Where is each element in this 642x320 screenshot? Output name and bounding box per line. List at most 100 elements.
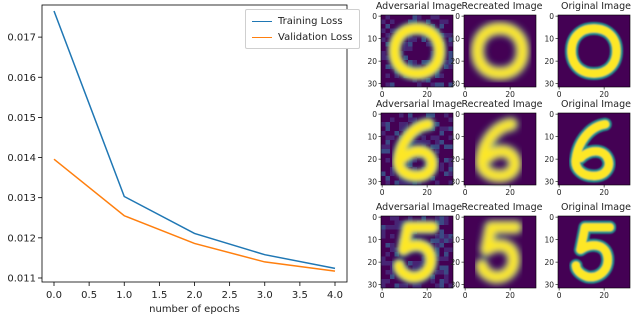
noise-pixel (430, 238, 435, 243)
noise-pixel (444, 19, 449, 24)
image-frame (463, 14, 537, 88)
noise-pixel (448, 283, 453, 288)
noise-pixel (408, 261, 413, 266)
y-tick-label: 30 (450, 177, 460, 186)
y-tick-label: 0 (549, 13, 554, 21)
noise-pixel (444, 238, 449, 243)
digit-stroke (393, 119, 437, 181)
noise-pixel (381, 171, 386, 176)
noise-pixel (421, 60, 426, 65)
noise-pixel (421, 216, 426, 221)
y-tick-label: 30 (544, 177, 554, 186)
noise-pixel (394, 131, 399, 136)
y-tick-label: 20 (544, 155, 554, 164)
y-tick-label: 20 (544, 57, 554, 66)
x-tick-label: 20 (599, 291, 609, 300)
image-frame (557, 215, 631, 289)
panel-title: Adversarial Image (375, 202, 463, 213)
noise-pixel (430, 82, 435, 87)
noise-pixel (390, 167, 395, 172)
noise-pixel (381, 37, 386, 42)
noise-pixel (439, 256, 444, 261)
noise-pixel (399, 126, 404, 131)
noise-pixel (435, 180, 440, 185)
noise-pixel (408, 42, 413, 47)
x-axis-label: number of epochs (149, 304, 240, 315)
noise-pixel (394, 216, 399, 221)
y-tick-label: 20 (367, 155, 377, 164)
noise-pixel (435, 283, 440, 288)
noise-pixel (412, 15, 417, 20)
noise-pixel (381, 234, 386, 239)
noise-pixel (385, 180, 390, 185)
noise-pixel (381, 283, 386, 288)
y-tick-label: 30 (450, 280, 460, 289)
noise-pixel (394, 252, 399, 257)
noise-pixel (408, 216, 413, 221)
adversarial-image-panel: Adversarial Image 0 10 20 30 0 20 (361, 99, 462, 217)
noise-pixel (385, 252, 390, 257)
x-tick-label: 2.0 (187, 290, 203, 301)
noise-pixel (381, 261, 386, 266)
noise-pixel (412, 261, 417, 266)
noise-pixel (390, 274, 395, 279)
series-line-training-loss (53, 10, 336, 270)
noise-pixel (403, 283, 408, 288)
image-frame (380, 215, 454, 289)
noise-pixel (439, 167, 444, 172)
noise-pixel (385, 144, 390, 149)
noise-pixel (417, 140, 422, 145)
noise-pixel (444, 216, 449, 221)
x-tick-label: 20 (599, 90, 609, 99)
panel-title: Recreated Image (461, 202, 543, 213)
noise-pixel (448, 126, 453, 131)
panel-title: Original Image (561, 202, 631, 213)
noise-pixel (394, 220, 399, 225)
panel-title: Recreated Image (461, 99, 543, 110)
original-image-panel: Original Image 0 10 20 30 0 20 (538, 1, 634, 119)
image-comparison-grid: Adversarial Image 0 10 20 30 0 20 Recreated Ima… (355, 0, 642, 320)
y-tick-label: 0.014 (7, 153, 36, 164)
y-tick-label: 10 (450, 34, 460, 43)
noise-pixel (390, 247, 395, 252)
image-frame (380, 112, 454, 186)
noise-pixel (408, 46, 413, 51)
noise-pixel (408, 180, 413, 185)
x-tick-label: 3.0 (257, 290, 273, 301)
y-tick-label: 0 (455, 13, 460, 21)
digit-stroke (571, 120, 613, 181)
noise-pixel (439, 243, 444, 248)
noise-pixel (439, 216, 444, 221)
original-image-panel: Original Image 0 10 20 30 0 20 (538, 202, 634, 320)
noise-pixel (385, 176, 390, 181)
y-tick-label: 20 (450, 258, 460, 267)
recreated-image-panel: Recreated Image 0 10 20 30 0 20 (444, 99, 542, 217)
y-tick-label: 30 (544, 79, 554, 88)
noise-pixel (408, 19, 413, 24)
x-tick-label: 2.5 (222, 290, 238, 301)
noise-pixel (435, 149, 440, 154)
noise-pixel (439, 265, 444, 270)
y-tick-label: 30 (367, 177, 377, 186)
noise-pixel (399, 180, 404, 185)
y-tick-label: 20 (367, 57, 377, 66)
image-frame (463, 215, 537, 289)
noise-pixel (412, 117, 417, 122)
noise-pixel (381, 229, 386, 234)
noise-pixel (435, 216, 440, 221)
series-line-validation-loss (53, 158, 336, 272)
noise-pixel (390, 270, 395, 275)
noise-pixel (403, 42, 408, 47)
y-tick-label: 0.012 (7, 233, 36, 244)
y-tick-label: 30 (544, 280, 554, 289)
y-tick-label: 10 (544, 235, 554, 244)
image-frame (380, 14, 454, 88)
y-tick-label: 0.011 (7, 273, 36, 284)
image-frame (463, 112, 537, 186)
noise-pixel (435, 144, 440, 149)
legend-swatch-training (252, 20, 272, 22)
panel-title: Recreated Image (461, 1, 543, 12)
noise-pixel (394, 73, 399, 78)
